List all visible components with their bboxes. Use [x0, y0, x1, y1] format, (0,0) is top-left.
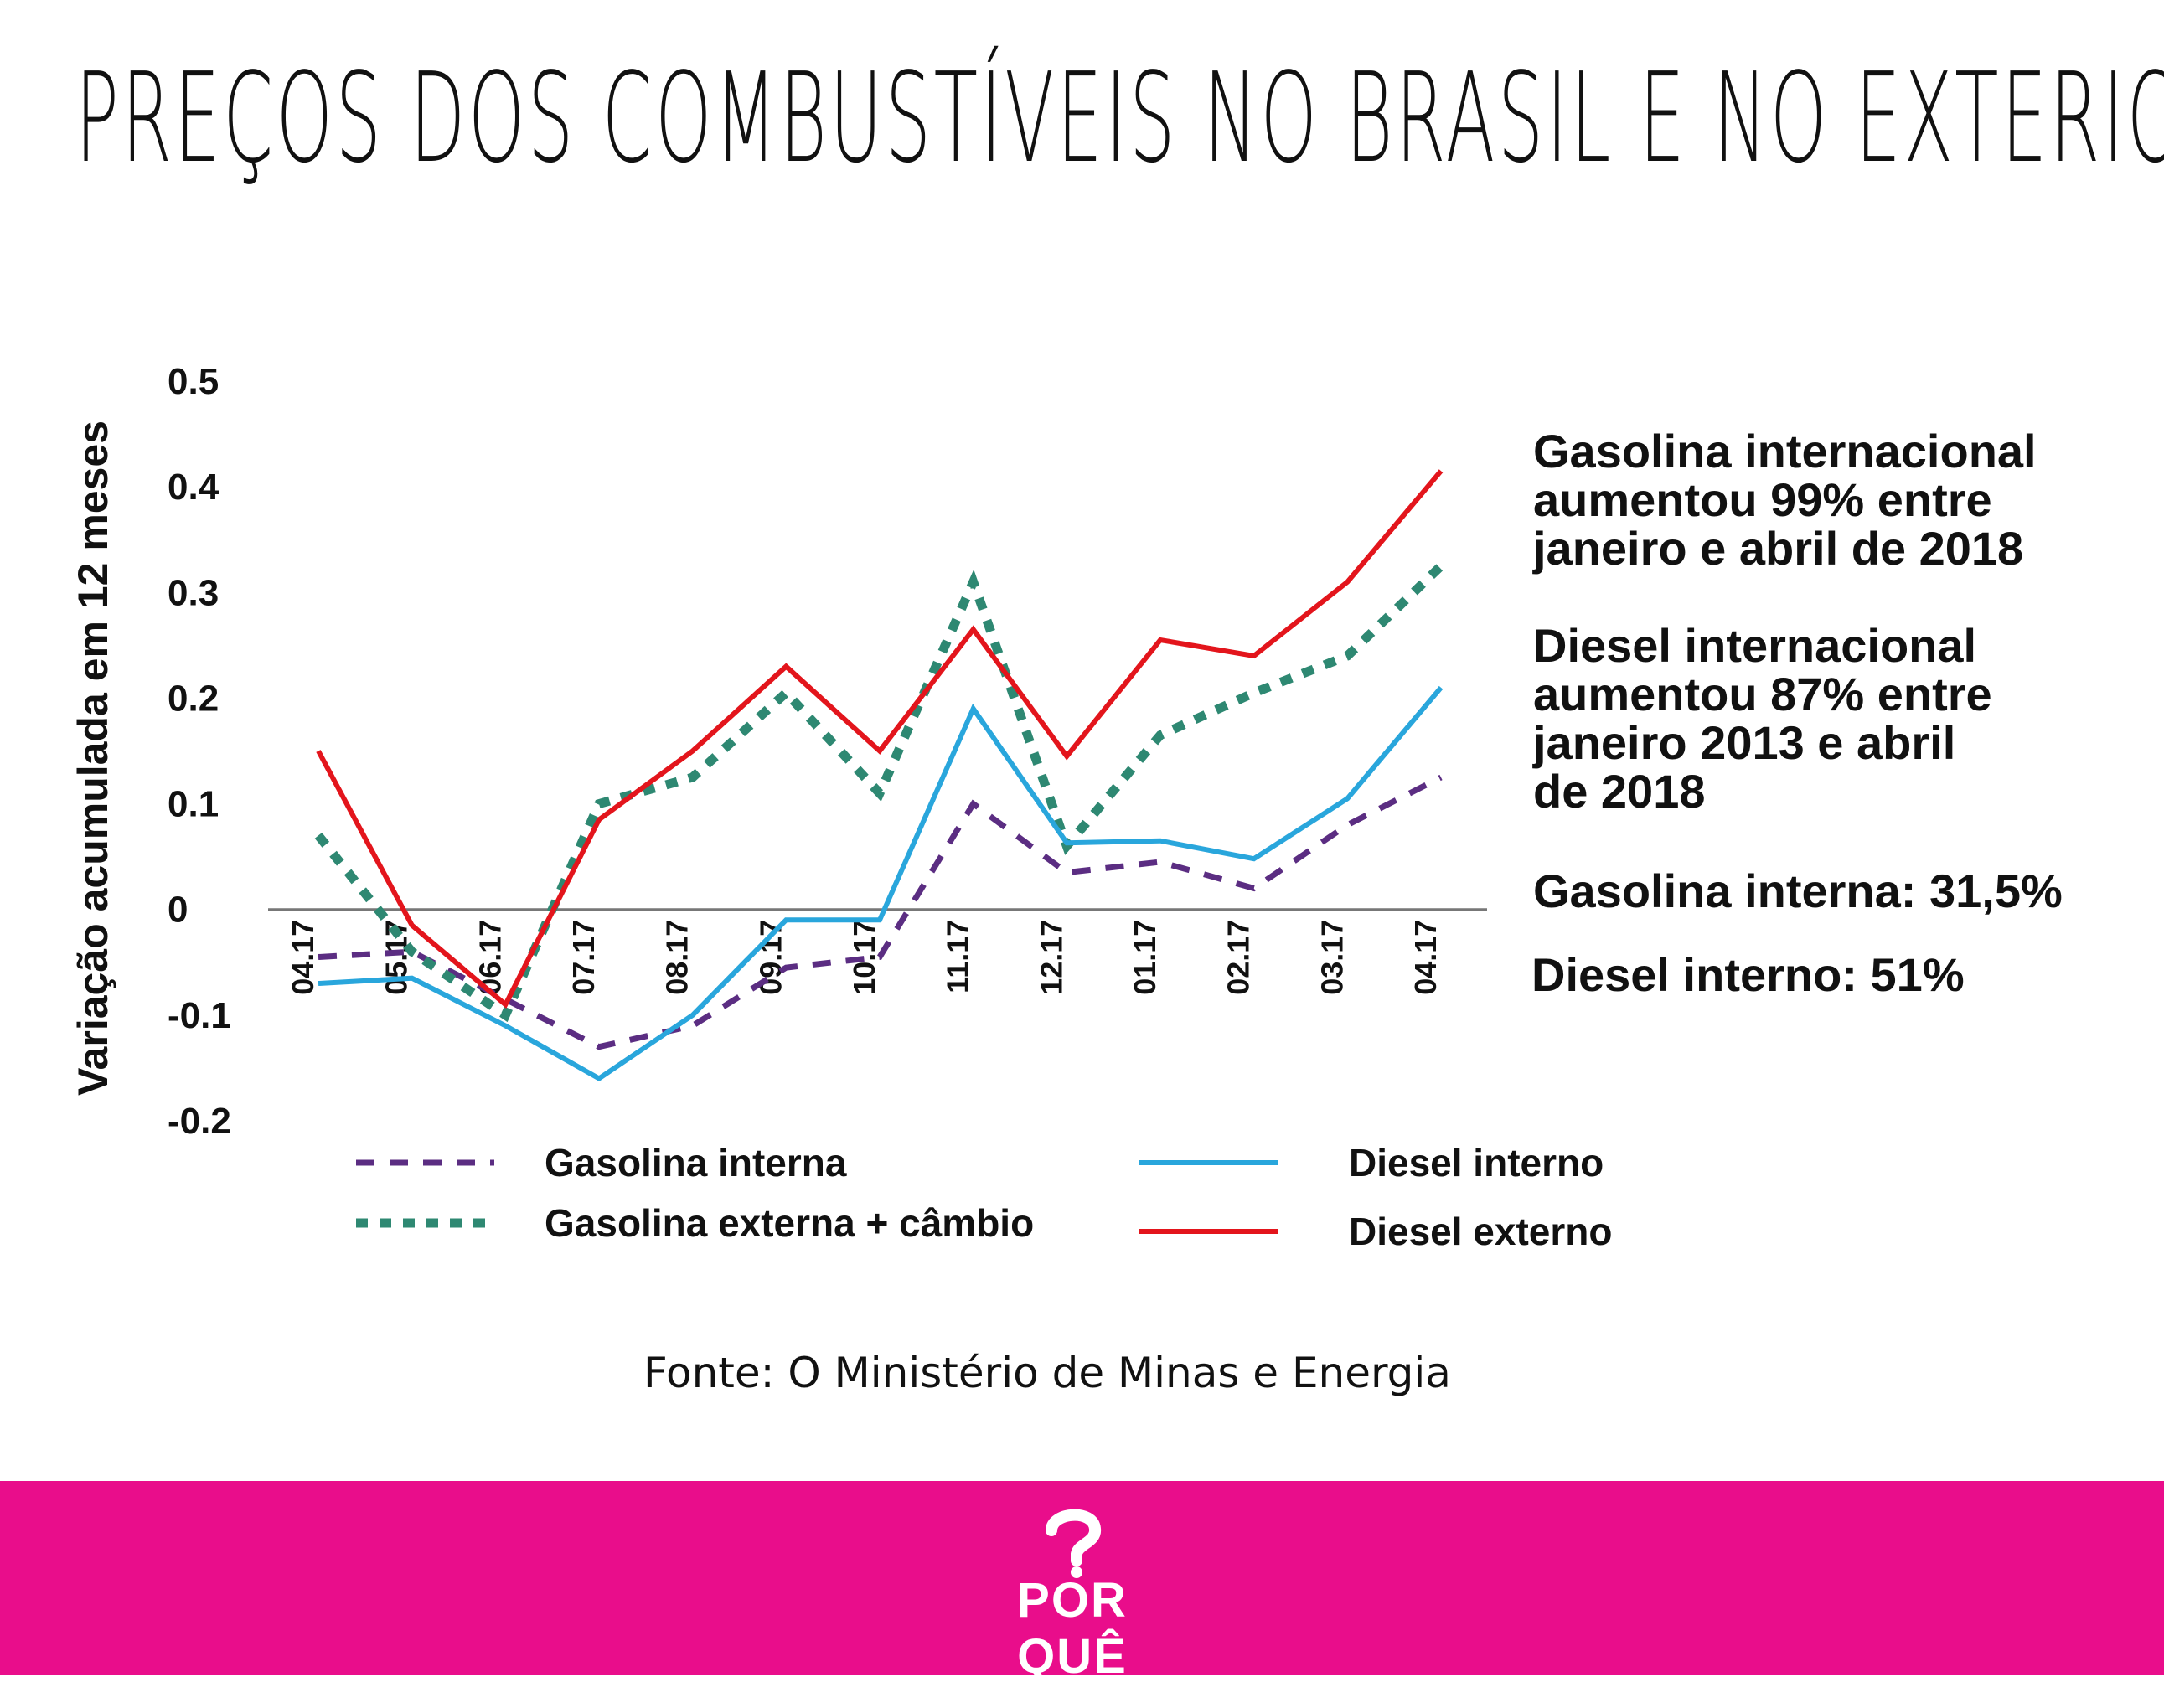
series-line-diesel-interno	[318, 685, 1444, 1082]
annotation-gasoline-international: Gasolina internacional aumentou 99% entr…	[1533, 427, 2037, 573]
brand-tagline: ECONOMÊS EM BOM PORTUGUÊS	[984, 1685, 1253, 1707]
y-axis-label-group: Variação acumulada em 12 meses	[70, 421, 116, 1096]
series-line-gasolina-externa-c-mbio	[314, 562, 1444, 1023]
x-tick-label: 04.17	[286, 920, 320, 995]
annotation-line: Diesel internacional	[1533, 619, 1977, 672]
brand-name: POR QUÊ	[1017, 1573, 1128, 1684]
annotation-line: aumentou 87% entre	[1533, 668, 1992, 720]
annotation-line: Gasolina internacional	[1533, 425, 2037, 477]
question-mark-piggy-icon	[1046, 1509, 1101, 1578]
y-tick-label: -0.1	[168, 995, 231, 1036]
x-tick-label: 08.17	[660, 920, 695, 995]
legend-label: Gasolina interna	[545, 1141, 847, 1184]
brand-logo: POR QUÊ ECONOMÊS EM BOM PORTUGUÊS	[955, 1504, 1253, 1708]
x-tick-label: 11.17	[941, 920, 975, 993]
y-tick-label: 0.2	[168, 678, 219, 719]
annotation-line: janeiro 2013 e abril	[1533, 716, 1956, 769]
legend-label: Gasolina externa + câmbio	[545, 1201, 1034, 1245]
annotation-line: Gasolina interna: 31,5%	[1533, 864, 2063, 917]
annotation-line: janeiro e abril de 2018	[1533, 522, 2024, 575]
y-tick-label: -0.2	[168, 1101, 231, 1142]
y-tick-label: 0	[168, 890, 188, 931]
series-lines	[314, 469, 1444, 1082]
annotation-line: de 2018	[1533, 765, 1706, 818]
x-tick-label: 03.17	[1314, 920, 1349, 995]
x-tick-label: 01.17	[1128, 920, 1162, 995]
y-axis-label: Variação acumulada em 12 meses	[70, 421, 116, 1096]
annotation-diesel-international: Diesel internacional aumentou 87% entre …	[1533, 622, 1992, 816]
annotation-line: Diesel interno: 51%	[1531, 948, 1965, 1001]
x-tick-label: 07.17	[566, 920, 601, 995]
series-line-diesel-externo	[316, 469, 1444, 1009]
annotation-diesel-domestic: Diesel interno: 51%	[1531, 951, 1965, 999]
x-tick-label: 12.17	[1034, 920, 1068, 995]
legend: Gasolina interna Gasolina externa + câmbi…	[356, 1141, 1612, 1253]
line-chart: 0.5 0.4 0.3 0.2 0.1 0 -0.1 -0.2 Variação acumul…	[70, 361, 1612, 1253]
annotation-line: aumentou 99% entre	[1533, 473, 1992, 526]
y-tick-label: 0.5	[168, 361, 219, 402]
legend-label: Diesel externo	[1349, 1210, 1612, 1253]
y-tick-label: 0.4	[168, 467, 219, 508]
annotation-gasoline-domestic: Gasolina interna: 31,5%	[1533, 867, 2063, 916]
source-credit: Fonte: O Ministério de Minas e Energia	[643, 1349, 1451, 1397]
y-tick-label: 0.3	[168, 572, 219, 613]
y-axis-ticks: 0.5 0.4 0.3 0.2 0.1 0 -0.1 -0.2	[168, 361, 231, 1142]
series-line-gasolina-interna	[318, 774, 1443, 1050]
y-tick-label: 0.1	[168, 784, 219, 825]
x-tick-label: 04.17	[1408, 920, 1443, 995]
x-tick-label: 02.17	[1221, 920, 1256, 995]
x-axis-ticks: 04.17 05.17 06.17 07.17 08.17 09.17 10.17 11.17…	[286, 920, 1443, 995]
legend-label: Diesel interno	[1349, 1141, 1604, 1184]
